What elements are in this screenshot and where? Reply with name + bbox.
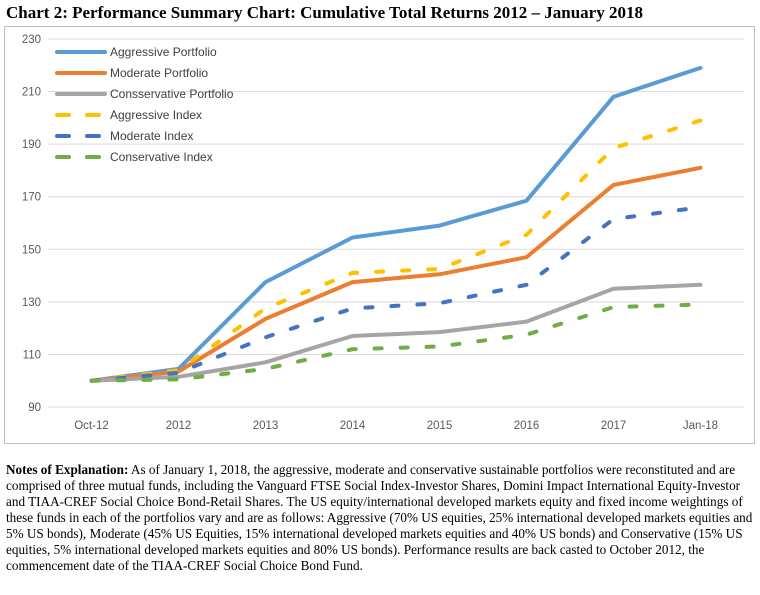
legend-label: Aggressive Portfolio (110, 45, 217, 59)
legend-label: Consservative Portfolio (110, 87, 234, 101)
y-tick-label: 170 (22, 192, 41, 204)
x-tick-label: Oct-12 (74, 420, 109, 432)
chart-title: Chart 2: Performance Summary Chart: Cumu… (6, 3, 643, 22)
y-tick-label: 110 (23, 349, 41, 361)
chart-area: 90 110 130 150 170 190 210 230 Oct-12 2012 2013 201… (4, 26, 755, 444)
y-tick-label: 130 (22, 297, 41, 309)
y-tick-label: 230 (22, 34, 41, 46)
notes-text: As of January 1, 2018, the aggressive, m… (6, 462, 753, 573)
legend-label: Moderate Index (110, 129, 193, 143)
x-tick-label: 2012 (166, 420, 192, 432)
y-tick-label: 210 (22, 87, 41, 99)
line-chart: 90 110 130 150 170 190 210 230 Oct-12 2012 2013 201… (22, 34, 744, 432)
series-line-aggressive-portfolio (89, 65, 703, 383)
x-tick-label: 2016 (514, 420, 540, 432)
x-tick-label: 2013 (253, 420, 279, 432)
y-tick-label: 150 (22, 244, 41, 256)
series-line-aggressive-index (89, 118, 703, 383)
y-tick-label: 90 (28, 402, 41, 414)
x-tick-label: Jan-18 (683, 420, 718, 432)
x-tick-label: 2015 (427, 420, 453, 432)
notes-of-explanation: Notes of Explanation: As of January 1, 2… (6, 462, 754, 574)
legend-label: Moderate Portfolio (110, 66, 208, 80)
legend-label: Conservative Index (110, 150, 213, 164)
x-tick-label: 2014 (340, 420, 366, 432)
series-line-moderate-index (89, 205, 703, 383)
series-line-consservative-portfolio (89, 282, 703, 383)
series-line-moderate-portfolio (89, 165, 703, 383)
legend-label: Aggressive Index (110, 108, 202, 122)
y-tick-label: 190 (22, 139, 41, 151)
notes-label: Notes of Explanation: (6, 462, 129, 477)
x-tick-label: 2017 (601, 420, 627, 432)
